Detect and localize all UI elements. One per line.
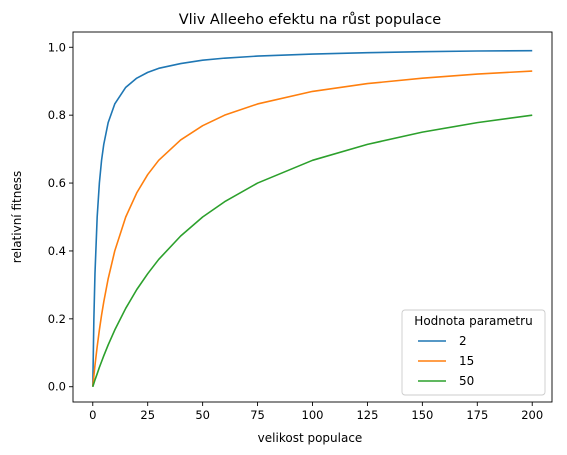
legend-label-15: 15 [459,354,474,368]
y-axis-label: relativní fitness [10,171,24,263]
x-tick-label: 25 [140,408,155,422]
y-tick-label: 0.8 [48,108,66,122]
series-line-50 [92,114,533,387]
x-tick-label: 125 [356,408,378,422]
y-axis-ticks: 0.0 0.2 0.4 0.6 0.8 1.0 [48,40,73,394]
y-tick-label: 1.0 [48,40,66,54]
y-tick-label: 0.2 [48,312,66,326]
x-tick-label: 75 [250,408,265,422]
series-line-15 [91,70,533,387]
plot-lines [91,49,533,387]
y-tick-label: 0.0 [48,380,66,394]
y-tick-label: 0.4 [48,244,66,258]
y-tick-label: 0.6 [48,176,66,190]
x-axis-label: velikost populace [258,431,363,445]
legend: Hodnota parametru 2 15 50 [401,309,546,396]
x-tick-label: 150 [411,408,433,422]
x-tick-label: 0 [89,408,96,422]
x-tick-label: 175 [466,408,488,422]
chart-title: Vliv Alleeho efektu na růst populace [179,12,442,28]
x-axis-ticks: 0 25 50 75 100 125 150 175 200 [89,402,543,422]
x-tick-label: 50 [195,408,210,422]
x-tick-label: 200 [521,408,543,422]
legend-box [401,309,546,396]
legend-entries: 2 15 50 [418,334,474,388]
legend-label-2: 2 [459,334,467,348]
legend-title: Hodnota parametru [414,314,532,328]
series-line-2 [91,49,533,387]
legend-label-50: 50 [459,374,474,388]
x-tick-label: 100 [302,408,324,422]
